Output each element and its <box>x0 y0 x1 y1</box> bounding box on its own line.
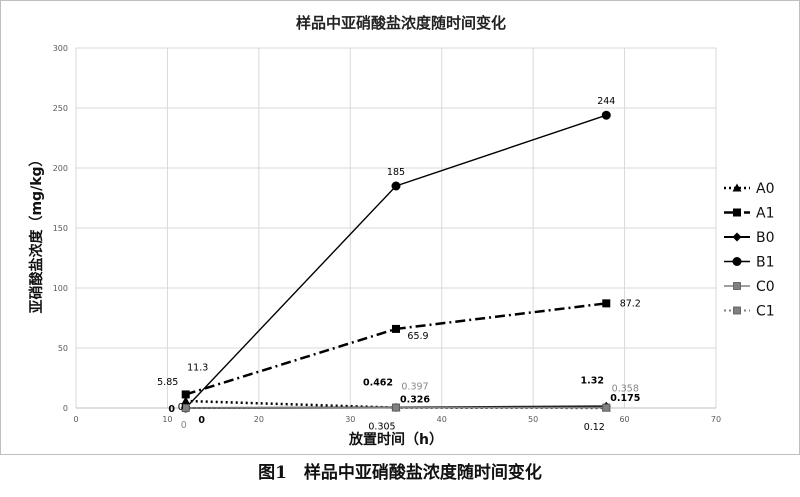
x-tick-label: 60 <box>619 415 629 424</box>
series-c1 <box>181 403 611 412</box>
data-point-c1 <box>602 403 611 412</box>
legend-marker-c1 <box>733 306 741 315</box>
data-label-c1: 0.175 <box>610 393 640 404</box>
legend-item-c0: C0 <box>724 279 775 295</box>
y-tick-label: 150 <box>53 224 68 233</box>
chart-frame: 样品中亚硝酸盐浓度随时间变化 0 50 100 150 200 250 300 0 10 20 30… <box>0 0 800 455</box>
data-point-a0 <box>181 396 191 405</box>
legend-marker-b0 <box>732 232 742 242</box>
figure-caption: 图1 样品中亚硝酸盐浓度随时间变化 <box>258 463 542 483</box>
y-tick-label: 50 <box>58 344 68 353</box>
data-label-b1: 244 <box>597 96 615 107</box>
x-tick-label: 0 <box>73 415 78 424</box>
data-label-c0: 0.397 <box>401 382 428 393</box>
data-label-b1: 0 <box>178 402 184 413</box>
data-label-a0: 5.85 <box>157 377 178 388</box>
legend-marker-c0 <box>733 282 741 290</box>
legend-marker-b1 <box>732 257 742 266</box>
y-axis-label: 亚硝酸盐浓度（mg/kg） <box>28 152 45 313</box>
data-point-b1 <box>601 110 611 120</box>
legend-item-b1: B1 <box>724 255 775 271</box>
x-tick-label: 10 <box>162 415 172 424</box>
chart-title: 样品中亚硝酸盐浓度随时间变化 <box>296 14 506 32</box>
x-tick-label: 40 <box>437 415 447 424</box>
legend-marker-a1 <box>733 208 741 217</box>
gridlines <box>75 47 717 409</box>
x-tick-label: 50 <box>528 415 538 424</box>
data-point-c1 <box>181 404 190 412</box>
data-label-b0: 0 <box>168 404 175 415</box>
legend-label-a0: A0 <box>756 181 774 197</box>
data-label-b1: 185 <box>387 167 405 178</box>
data-point-c1 <box>392 403 400 412</box>
data-label-c1: 0.326 <box>400 395 430 406</box>
legend-item-a0: A0 <box>724 181 774 197</box>
legend-marker-a0 <box>732 183 742 192</box>
data-point-a1 <box>181 390 190 399</box>
series-b1 <box>181 110 611 413</box>
x-tick-label: 30 <box>345 415 355 424</box>
legend: A0 A1 B0 B1 C0 C1 <box>724 181 775 320</box>
legend-item-b0: B0 <box>724 230 775 246</box>
y-tick-label: 200 <box>53 164 68 173</box>
legend-label-b1: B1 <box>756 255 775 271</box>
legend-label-b0: B0 <box>756 230 775 246</box>
legend-item-c1: C1 <box>724 304 775 320</box>
data-label-b0: 1.32 <box>581 375 604 386</box>
data-label-a0: 0.305 <box>368 422 395 433</box>
data-label-a0: 0.12 <box>584 422 605 433</box>
series-line-a1 <box>185 302 607 396</box>
series-layer <box>181 110 611 413</box>
series-line-b1 <box>185 114 607 409</box>
x-tick-label: 70 <box>711 415 721 424</box>
x-axis-label: 放置时间（h） <box>348 431 443 448</box>
data-point-b1 <box>391 181 401 191</box>
data-label-c0: 0.358 <box>612 384 639 395</box>
legend-label-a1: A1 <box>756 206 774 222</box>
data-label-a1: 11.3 <box>187 362 208 373</box>
y-tick-label: 300 <box>53 44 68 53</box>
y-tick-label: 100 <box>53 284 68 293</box>
data-label-c0: 0 <box>181 420 187 431</box>
data-point-a1 <box>392 324 400 333</box>
x-tick-label: 20 <box>254 415 264 424</box>
data-label-a1: 65.9 <box>407 331 428 342</box>
y-tick-label: 0 <box>63 404 68 413</box>
legend-label-c0: C0 <box>756 279 775 295</box>
series-a1 <box>181 299 611 399</box>
data-label-a1: 87.2 <box>620 298 641 309</box>
data-label-c1: 0 <box>198 415 205 426</box>
y-tick-label: 250 <box>53 104 68 113</box>
data-point-a1 <box>602 299 611 308</box>
data-label-b0: 0.462 <box>363 377 393 388</box>
legend-label-c1: C1 <box>756 304 775 320</box>
legend-item-a1: A1 <box>724 206 774 222</box>
data-labels: 5.85 0.305 0.12 11.3 65.9 87.2 0 0.462 1.32 0 185 2… <box>157 96 641 433</box>
